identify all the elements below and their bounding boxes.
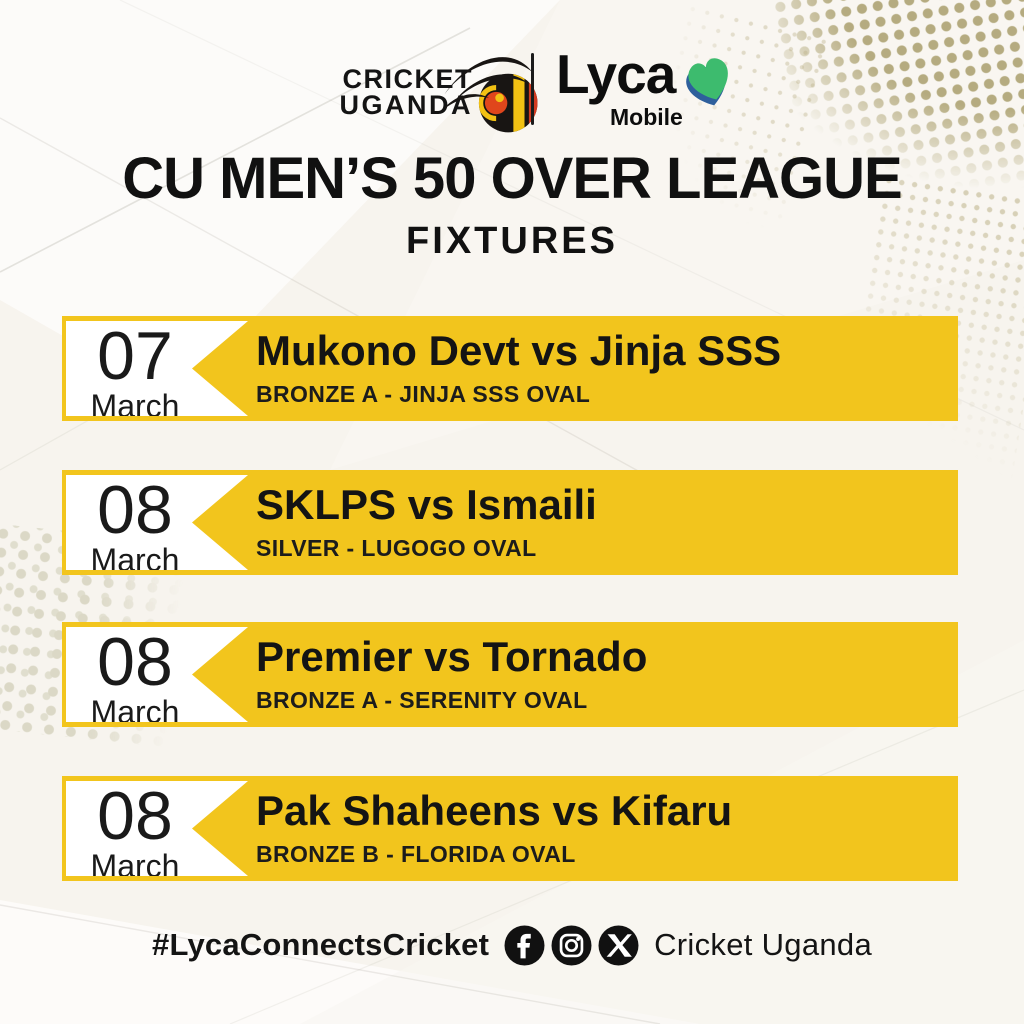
- fixture-row: 07 March Mukono Devt vs Jinja SSS BRONZE…: [62, 316, 958, 421]
- fixture-date-day: 08: [97, 624, 173, 700]
- lyca-heart-icon: [686, 58, 728, 106]
- fixture-match: Premier vs Tornado: [256, 633, 648, 681]
- hashtag-text: #LycaConnectsCricket: [152, 927, 490, 962]
- fixture-date-day: 08: [97, 472, 173, 548]
- fixture-venue: BRONZE A - JINJA SSS OVAL: [256, 380, 591, 407]
- fixture-date-block: 08 March: [66, 627, 248, 722]
- fixture-date-month: March: [90, 693, 180, 730]
- fixture-row: 08 March Pak Shaheens vs Kifaru BRONZE B…: [62, 776, 958, 881]
- fixture-match: SKLPS vs Ismaili: [256, 481, 597, 529]
- cricket-uganda-word-cricket: CRICKET: [342, 64, 473, 94]
- page-subtitle: FIXTURES: [406, 220, 618, 262]
- fixture-date-block: 08 March: [66, 781, 248, 876]
- instagram-icon: [551, 925, 592, 965]
- fixture-date-day: 08: [97, 778, 173, 854]
- fixture-row: 08 March SKLPS vs Ismaili SILVER - LUGOG…: [62, 470, 958, 575]
- lyca-mobile-text: Mobile: [610, 104, 683, 130]
- fixture-date-block: 07 March: [66, 321, 248, 416]
- lyca-mobile-logo: Lyca Mobile: [556, 42, 766, 142]
- fixture-venue: SILVER - LUGOGO OVAL: [256, 534, 537, 561]
- fixture-row: 08 March Premier vs Tornado BRONZE A - S…: [62, 622, 958, 727]
- fixture-venue: BRONZE A - SERENITY OVAL: [256, 686, 588, 713]
- header-logo-strip: CRICKET UGANDA Ly: [0, 0, 1024, 150]
- lyca-logo-text: Lyca: [556, 43, 676, 105]
- fixture-match: Pak Shaheens vs Kifaru: [256, 787, 733, 835]
- cricket-uganda-logo: CRICKET UGANDA: [303, 50, 538, 150]
- fixture-venue: BRONZE B - FLORIDA OVAL: [256, 840, 576, 867]
- logo-divider: [531, 53, 534, 125]
- cricket-uganda-ball-icon: [441, 57, 538, 133]
- page-title: CU MEN’S 50 OVER LEAGUE: [122, 146, 902, 211]
- fixture-date-block: 08 March: [66, 475, 248, 570]
- facebook-icon: [504, 925, 545, 965]
- fixture-date-month: March: [90, 847, 180, 884]
- fixture-match: Mukono Devt vs Jinja SSS: [256, 327, 782, 375]
- cricket-uganda-wordmark: CRICKET UGANDA: [303, 64, 473, 119]
- x-icon: [598, 925, 639, 965]
- account-name: Cricket Uganda: [654, 927, 872, 962]
- social-icons: [504, 925, 639, 966]
- fixture-date-day: 07: [97, 318, 173, 394]
- fixture-date-month: March: [90, 387, 180, 424]
- footer: #LycaConnectsCricket Cricket Uganda: [0, 915, 1024, 975]
- title-block: CU MEN’S 50 OVER LEAGUE FIXTURES: [0, 150, 1024, 263]
- fixture-date-month: March: [90, 541, 180, 578]
